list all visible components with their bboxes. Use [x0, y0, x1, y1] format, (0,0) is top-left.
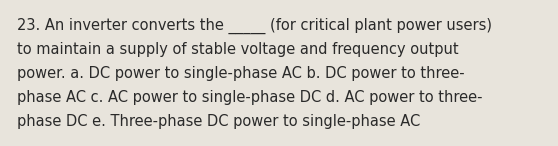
Text: power. a. DC power to single-phase AC b. DC power to three-: power. a. DC power to single-phase AC b.…	[17, 66, 464, 81]
Text: 23. An inverter converts the _____ (for critical plant power users): 23. An inverter converts the _____ (for …	[17, 18, 492, 34]
Text: phase DC e. Three-phase DC power to single-phase AC: phase DC e. Three-phase DC power to sing…	[17, 114, 420, 129]
Text: to maintain a supply of stable voltage and frequency output: to maintain a supply of stable voltage a…	[17, 42, 458, 57]
Text: phase AC c. AC power to single-phase DC d. AC power to three-: phase AC c. AC power to single-phase DC …	[17, 90, 482, 105]
